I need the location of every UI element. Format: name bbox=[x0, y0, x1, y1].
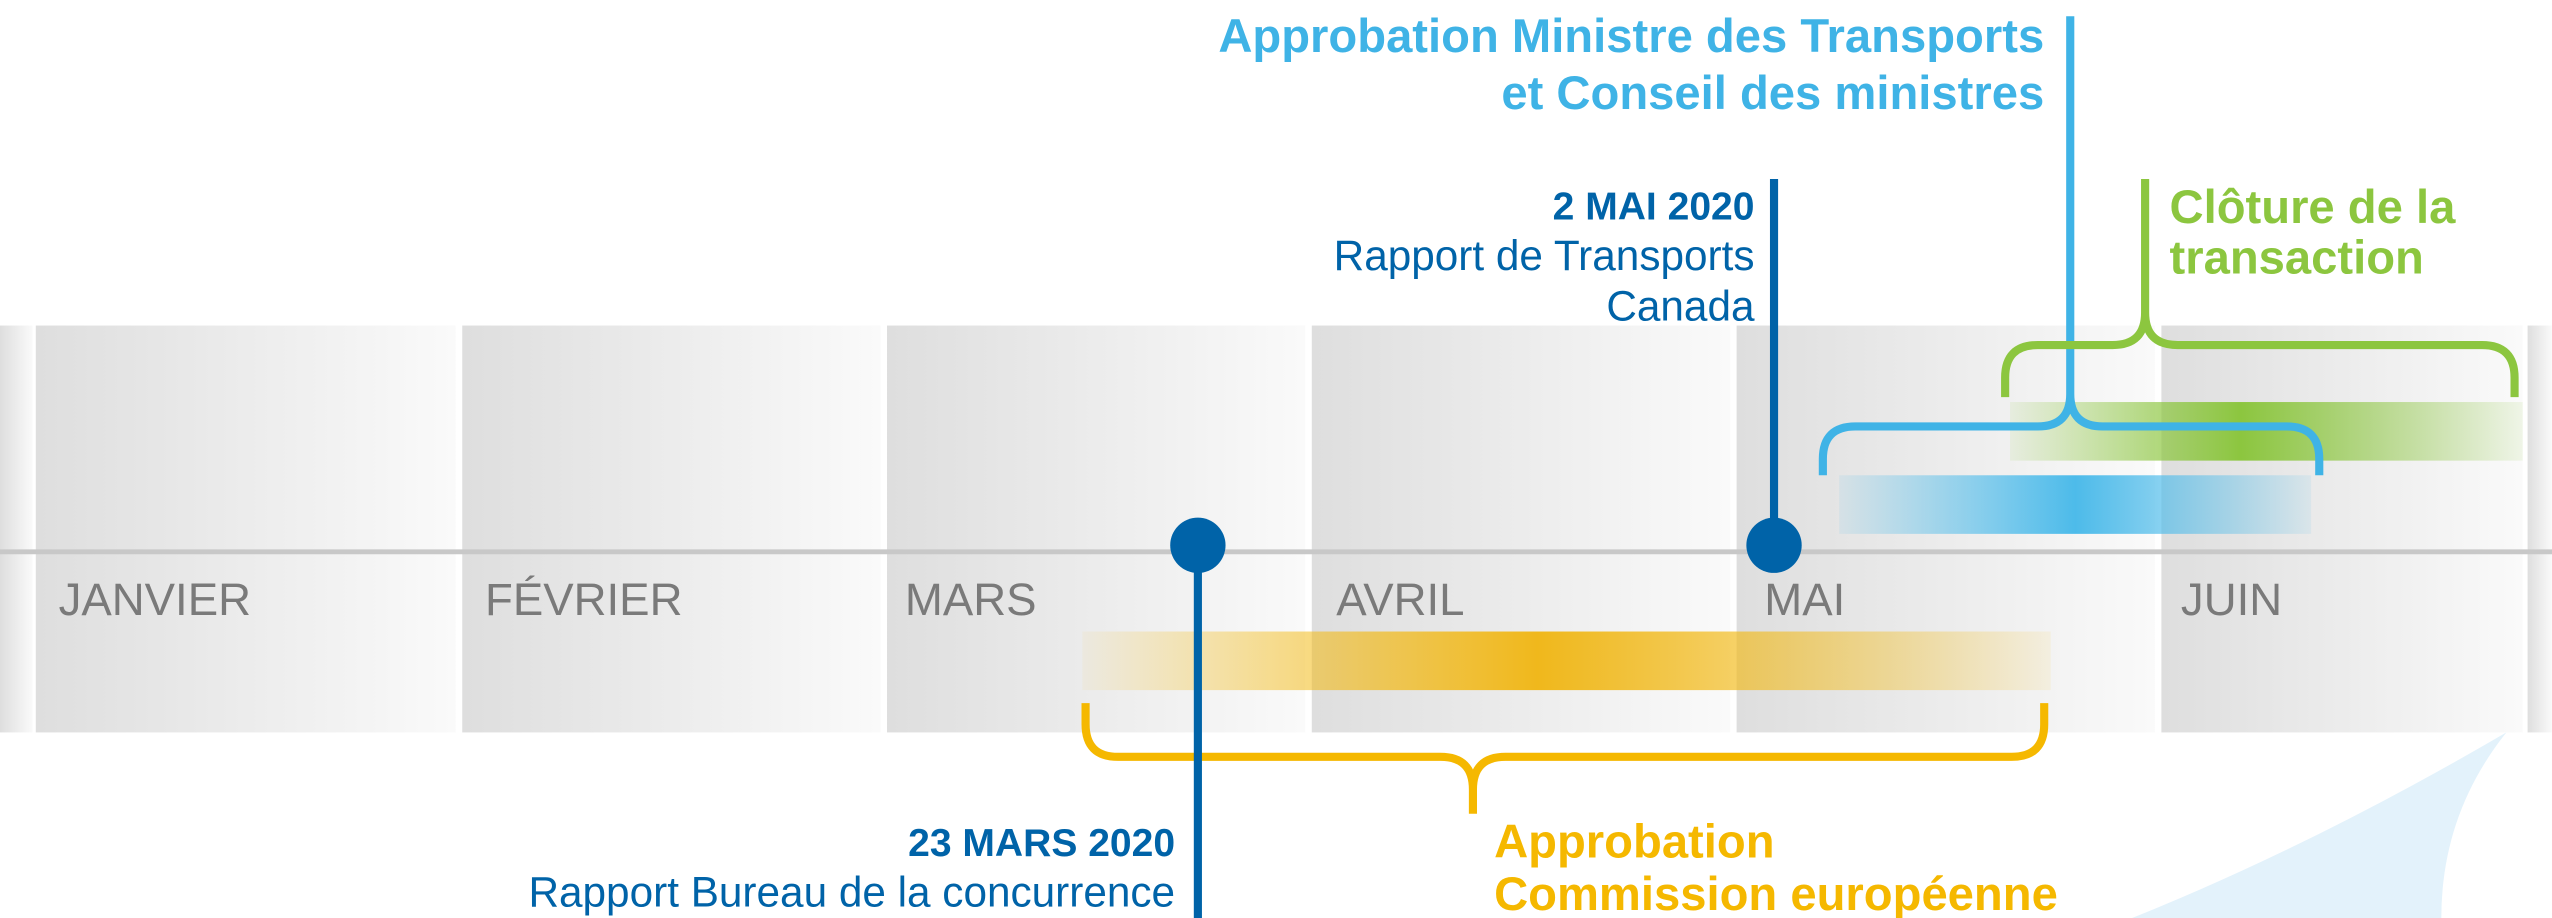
phase-label: transaction bbox=[2170, 231, 2424, 284]
column bbox=[462, 325, 881, 733]
column bbox=[2527, 325, 2552, 733]
month-label: JUIN bbox=[2181, 574, 2282, 625]
bracket bbox=[1081, 703, 2049, 814]
event-dot bbox=[1170, 517, 1226, 573]
phase-label: Commission européenne bbox=[1494, 868, 2058, 918]
phase-label: et Conseil des ministres bbox=[1501, 67, 2044, 120]
event-text: Canada bbox=[1606, 283, 1755, 330]
month-label: FÉVRIER bbox=[485, 574, 682, 625]
phase-label: Clôture de la bbox=[2170, 181, 2457, 234]
month-label: MARS bbox=[905, 574, 1037, 625]
phase-bar bbox=[2010, 402, 2523, 461]
month-label: JANVIER bbox=[59, 574, 251, 625]
phase-bar bbox=[1082, 631, 2051, 691]
event-date: 2 MAI 2020 bbox=[1553, 186, 1755, 229]
month-label: MAI bbox=[1764, 574, 1845, 625]
event-text: Rapport de Transports bbox=[1334, 232, 1755, 279]
column bbox=[35, 325, 456, 733]
event-date: 23 MARS 2020 bbox=[908, 822, 1175, 865]
phase-bar bbox=[1839, 475, 2312, 534]
plane-decor bbox=[2132, 732, 2507, 918]
phase-label: Approbation bbox=[1494, 816, 1774, 869]
phase-label: Approbation Ministre des Transports bbox=[1218, 10, 2044, 63]
month-label: AVRIL bbox=[1336, 574, 1464, 625]
bracket bbox=[1818, 16, 2324, 476]
column bbox=[0, 325, 33, 733]
bracket bbox=[2001, 179, 2519, 398]
event-text: Rapport Bureau de la concurrence bbox=[528, 869, 1175, 916]
event-dot bbox=[1746, 517, 1802, 573]
